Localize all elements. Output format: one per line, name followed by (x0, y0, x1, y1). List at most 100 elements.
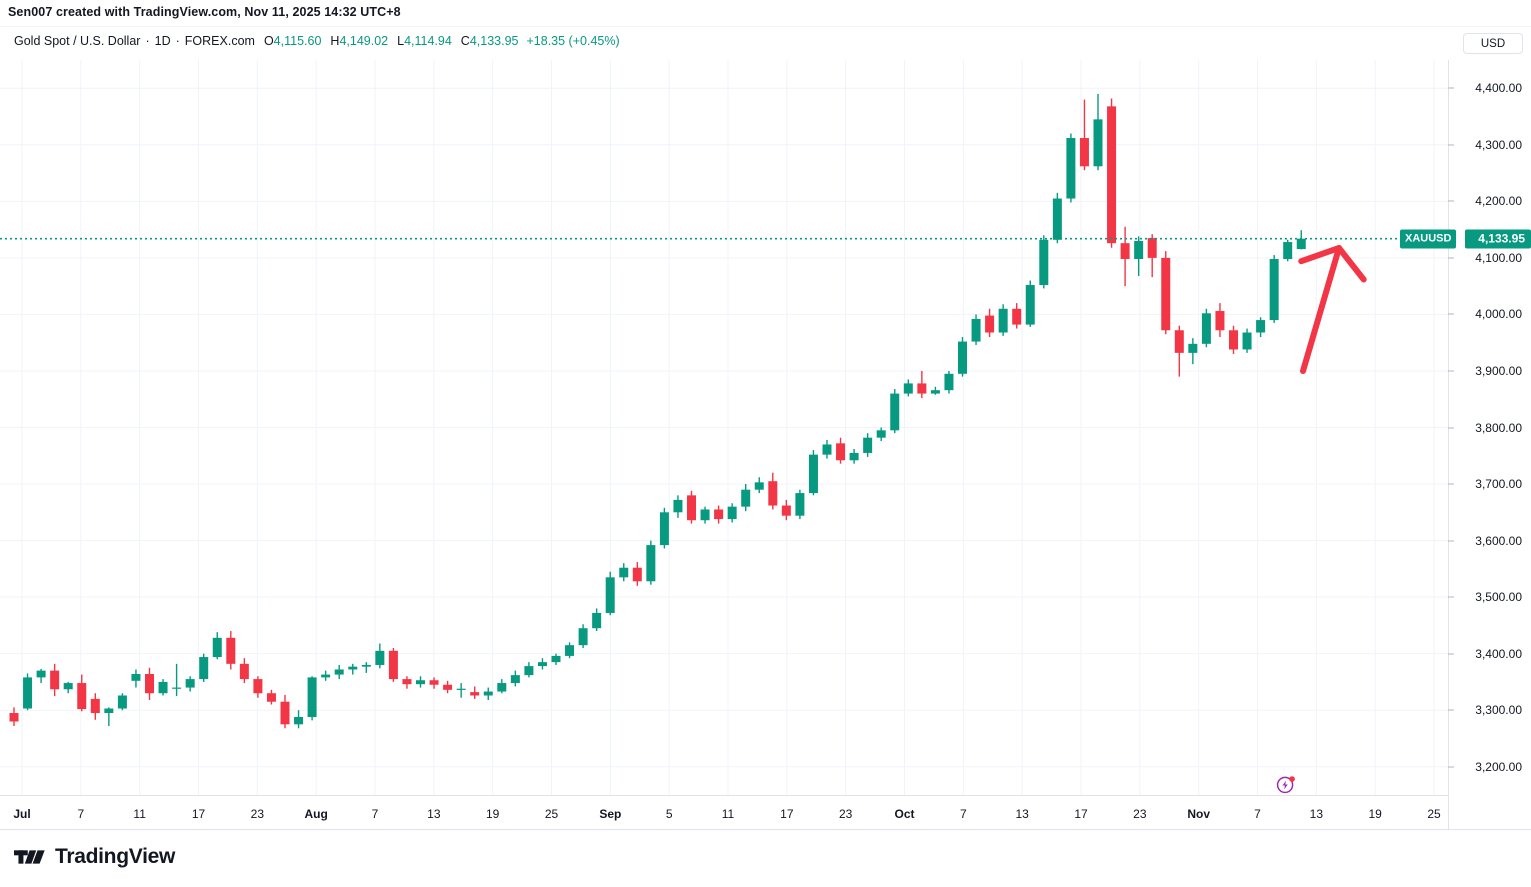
candle-body (483, 691, 493, 696)
arrow-head-left (1336, 245, 1367, 283)
price-axis[interactable]: 4,400.00 4,300.00 4,200.00 4,100.00 4,000.00… (1448, 60, 1531, 795)
candle-body (917, 383, 927, 394)
time-tick-label: 25 (544, 807, 559, 821)
candle-body (185, 679, 195, 688)
price-tick-dash (1448, 709, 1454, 711)
candle-body (117, 695, 127, 709)
candle-body (375, 650, 385, 665)
candle-body (253, 679, 263, 694)
candle-body (524, 666, 534, 676)
candle-body (1025, 285, 1035, 325)
plot-svg (0, 60, 1448, 795)
candle-body (754, 482, 764, 490)
legend-change: +18.35 (+0.45%) (526, 34, 620, 48)
time-axis[interactable]: Jul 7 11 17 23 Aug 7 13 19 25 Sep 5 11 17 23 Oct 7 13 17 23… (0, 795, 1448, 829)
last-price-tag[interactable]: 4,133.95 (1465, 229, 1531, 249)
legend-symbol[interactable]: Gold Spot / U.S. Dollar (14, 34, 141, 48)
legend-close-label: C (460, 34, 470, 48)
candle-body (1188, 343, 1198, 353)
candle-body (849, 452, 859, 461)
candle-body (226, 637, 236, 664)
legend-exchange: FOREX.com (184, 34, 255, 48)
bullish-arrow[interactable] (1298, 245, 1367, 374)
candle-body (348, 666, 358, 670)
candle-body (551, 655, 561, 663)
candle-body (334, 669, 344, 675)
time-tick-label: 11 (133, 807, 146, 821)
candle-body (903, 383, 913, 394)
candle-body (470, 692, 480, 696)
candle-body (443, 684, 453, 690)
price-tick-dash (1448, 427, 1454, 428)
price-tick-label: 3,800.00 (1475, 420, 1522, 435)
candle-body (1256, 320, 1266, 333)
time-tick-label: Jul (13, 807, 31, 821)
legend-separator-2: · (175, 34, 180, 48)
candle-body (1201, 313, 1211, 344)
time-tick-label: 7 (959, 807, 967, 821)
price-axis-divider (1448, 60, 1449, 829)
time-tick-label: 13 (427, 807, 441, 821)
time-tick-label: 7 (1254, 807, 1261, 821)
candle-body (808, 454, 818, 494)
tradingview-wordmark: TradingView (55, 845, 176, 868)
candle-body (1079, 138, 1089, 167)
candle-body (971, 318, 981, 342)
time-tick-label: Sep (599, 807, 622, 821)
symbol-price-tag[interactable]: XAUUSD (1400, 229, 1457, 249)
candle-body (36, 670, 46, 678)
candle-body (131, 674, 141, 681)
candle-body (9, 713, 19, 722)
time-tick-label: 5 (665, 807, 673, 821)
attribution-text: Sen007 created with TradingView.com, Nov… (8, 5, 401, 19)
time-tick-label: 17 (780, 807, 794, 821)
candle-body (659, 512, 669, 546)
time-tick-label: 13 (1309, 807, 1324, 821)
price-tick-dash (1448, 653, 1454, 655)
arrow-head-right (1298, 245, 1342, 265)
price-tick-label: 4,300.00 (1475, 137, 1522, 152)
legend-interval[interactable]: 1D (154, 34, 171, 48)
candle-body (212, 637, 222, 658)
candle-body (727, 506, 737, 520)
bottom-divider (0, 829, 1531, 830)
price-tick-dash (1448, 144, 1454, 146)
candle-body (1093, 119, 1103, 167)
chart-legend[interactable]: Gold Spot / U.S. Dollar · 1D · FOREX.com… (14, 34, 620, 48)
candle-body (23, 677, 33, 709)
time-tick-label: 23 (250, 807, 265, 821)
candle-body (1052, 198, 1062, 240)
time-tick-label: 17 (191, 807, 206, 821)
candle-body (646, 545, 656, 582)
candle-body (632, 567, 642, 582)
time-tick-label: 25 (1427, 807, 1441, 821)
currency-badge[interactable]: USD (1463, 33, 1523, 54)
time-tick-label: 19 (1368, 807, 1382, 821)
candle-body (1120, 243, 1130, 260)
price-tick-label: 3,200.00 (1475, 759, 1522, 774)
candle-body (822, 444, 832, 455)
legend-high-label: H (330, 34, 340, 48)
time-tick-label: Oct (894, 807, 915, 821)
replay-lightning-icon[interactable] (1275, 773, 1297, 795)
candle-body (90, 698, 100, 714)
legend-high: H4,149.02 (330, 34, 388, 48)
candlestick-plot[interactable] (0, 60, 1448, 795)
price-tick-dash (1448, 87, 1454, 89)
candle-body (1215, 311, 1225, 331)
candle-body (565, 645, 575, 656)
candle-body (958, 341, 967, 374)
tradingview-logo[interactable]: TradingView (14, 845, 175, 869)
candle-body (578, 628, 588, 646)
candle-body (1242, 332, 1252, 350)
legend-open-label: O (263, 34, 274, 48)
candle-body (456, 688, 466, 690)
price-tick-label: 4,100.00 (1475, 250, 1522, 265)
candle-body (199, 657, 209, 680)
time-tick-label: 11 (721, 807, 735, 821)
candle-body (1134, 240, 1144, 260)
candle-body (592, 612, 602, 629)
candle-body (510, 675, 520, 684)
candle-body (1161, 257, 1171, 331)
